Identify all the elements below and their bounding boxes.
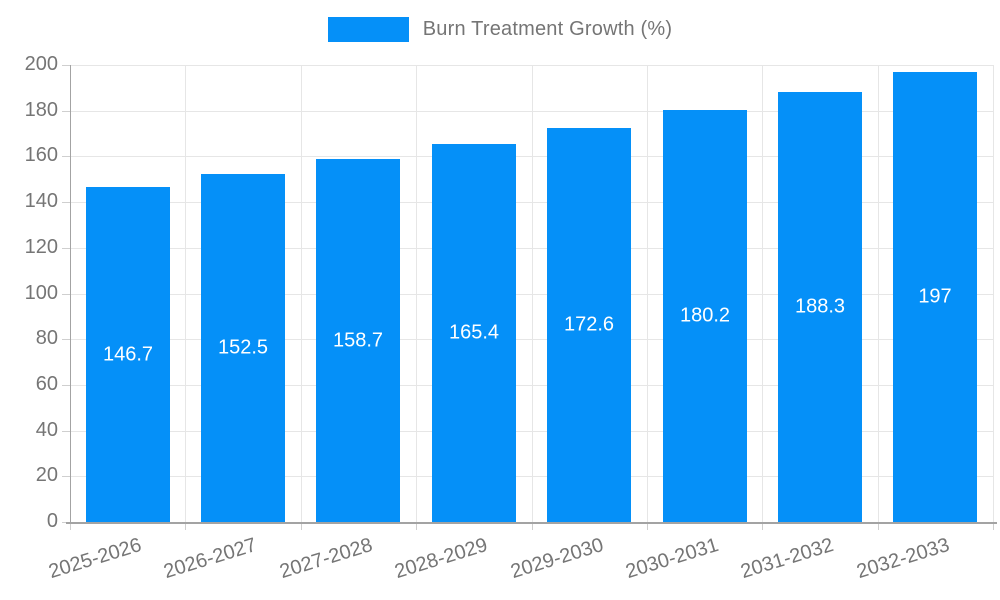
y-tick	[62, 156, 70, 157]
x-tick	[301, 522, 302, 530]
x-tick	[647, 522, 648, 530]
y-gridline	[70, 339, 993, 340]
x-tick	[532, 522, 533, 530]
y-gridline	[70, 385, 993, 386]
y-axis-label: 120	[24, 236, 58, 258]
x-tick	[416, 522, 417, 530]
x-tick	[185, 522, 186, 530]
x-gridline	[993, 65, 994, 522]
bar[interactable]: 188.3	[778, 92, 862, 522]
bar[interactable]: 172.6	[547, 128, 631, 522]
x-gridline	[878, 65, 879, 522]
bar[interactable]: 152.5	[201, 174, 285, 522]
x-gridline	[532, 65, 533, 522]
x-axis-label: 2030-2031	[623, 534, 721, 584]
y-tick	[62, 385, 70, 386]
x-tick	[762, 522, 763, 530]
y-axis-label: 140	[24, 190, 58, 212]
y-axis-label: 40	[35, 419, 58, 441]
legend-label: Burn Treatment Growth (%)	[422, 18, 673, 40]
y-gridline	[70, 111, 993, 112]
y-gridline	[70, 65, 993, 66]
x-tick	[878, 522, 879, 530]
x-axis-label: 2028-2029	[392, 534, 491, 584]
x-gridline	[762, 65, 763, 522]
y-tick	[62, 202, 70, 203]
y-axis-line	[70, 65, 71, 522]
bar-value-label: 197	[918, 285, 952, 308]
y-gridline	[70, 156, 993, 157]
y-tick	[62, 476, 70, 477]
x-axis-label: 2031-2032	[738, 534, 837, 584]
x-tick	[993, 522, 994, 530]
y-axis-label: 20	[35, 464, 58, 486]
y-tick	[62, 339, 70, 340]
y-axis-label: 80	[35, 327, 58, 349]
y-tick	[62, 111, 70, 112]
y-gridline	[70, 476, 993, 477]
y-axis-label: 180	[24, 99, 58, 121]
legend-swatch	[327, 17, 409, 42]
x-gridline	[185, 65, 186, 522]
bar[interactable]: 180.2	[663, 110, 747, 522]
x-axis-label: 2026-2027	[161, 534, 260, 584]
y-axis-label: 160	[24, 144, 58, 166]
x-gridline	[416, 65, 417, 522]
y-axis-label: 60	[35, 373, 58, 395]
bar[interactable]: 165.4	[432, 144, 516, 522]
y-gridline	[70, 248, 993, 249]
y-axis-label: 0	[46, 510, 58, 532]
x-gridline	[647, 65, 648, 522]
bar-value-label: 165.4	[448, 321, 500, 344]
y-tick	[62, 431, 70, 432]
y-axis-label: 200	[24, 53, 58, 75]
x-axis-label: 2025-2026	[46, 534, 145, 584]
bar-value-label: 172.6	[563, 313, 615, 336]
bar[interactable]: 197	[893, 72, 977, 522]
y-tick	[62, 294, 70, 295]
x-axis-label: 2032-2033	[853, 534, 952, 584]
bar[interactable]: 158.7	[316, 159, 400, 522]
bar[interactable]: 146.7	[86, 187, 170, 522]
x-axis-line	[66, 522, 997, 524]
y-gridline	[70, 202, 993, 203]
bar-value-label: 158.7	[332, 329, 384, 351]
legend-item[interactable]: Burn Treatment Growth (%)	[0, 17, 1000, 42]
x-axis-label: 2027-2028	[276, 534, 375, 584]
bar-value-label: 188.3	[794, 295, 846, 318]
x-gridline	[301, 65, 302, 522]
x-axis-label: 2029-2030	[507, 534, 606, 584]
y-gridline	[70, 431, 993, 432]
y-gridline	[70, 294, 993, 295]
bar-value-label: 180.2	[679, 304, 731, 327]
y-tick	[62, 65, 70, 66]
bar-value-label: 152.5	[217, 336, 269, 359]
y-axis-label: 100	[24, 282, 58, 304]
bar-value-label: 146.7	[102, 343, 154, 365]
y-tick	[62, 248, 70, 249]
x-tick	[70, 522, 71, 530]
